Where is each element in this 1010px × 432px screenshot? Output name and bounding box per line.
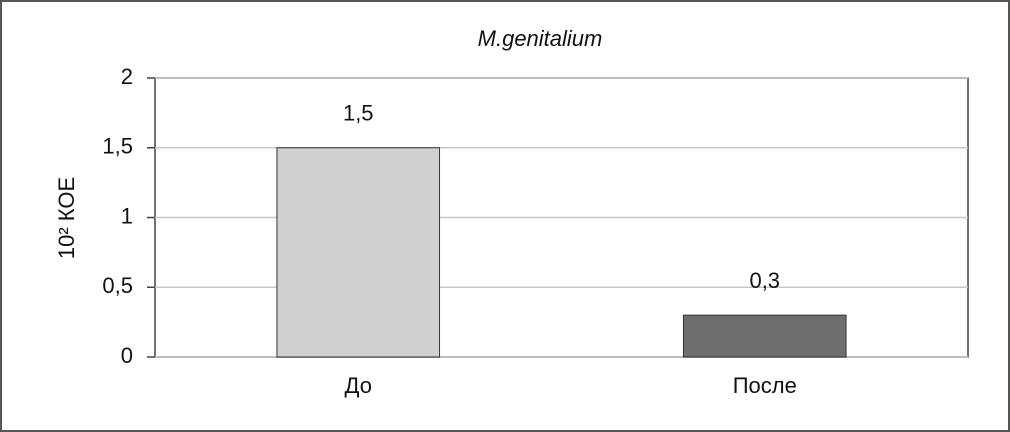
y-tick-label: 1 xyxy=(121,203,133,228)
y-tick-label: 1,5 xyxy=(102,134,133,159)
y-tick-label: 0 xyxy=(121,343,133,368)
y-tick-label: 2 xyxy=(121,64,133,89)
value-label: 1,5 xyxy=(343,101,374,126)
chart-title: M.genitalium xyxy=(478,26,603,51)
x-tick-label: До xyxy=(345,373,372,398)
bar xyxy=(276,147,441,358)
value-label: 0,3 xyxy=(749,268,780,293)
y-tick-label: 0,5 xyxy=(102,273,133,298)
y-axis-label: 10² КОЕ xyxy=(54,177,79,259)
bar xyxy=(682,314,847,358)
x-tick-label: После xyxy=(733,373,797,398)
